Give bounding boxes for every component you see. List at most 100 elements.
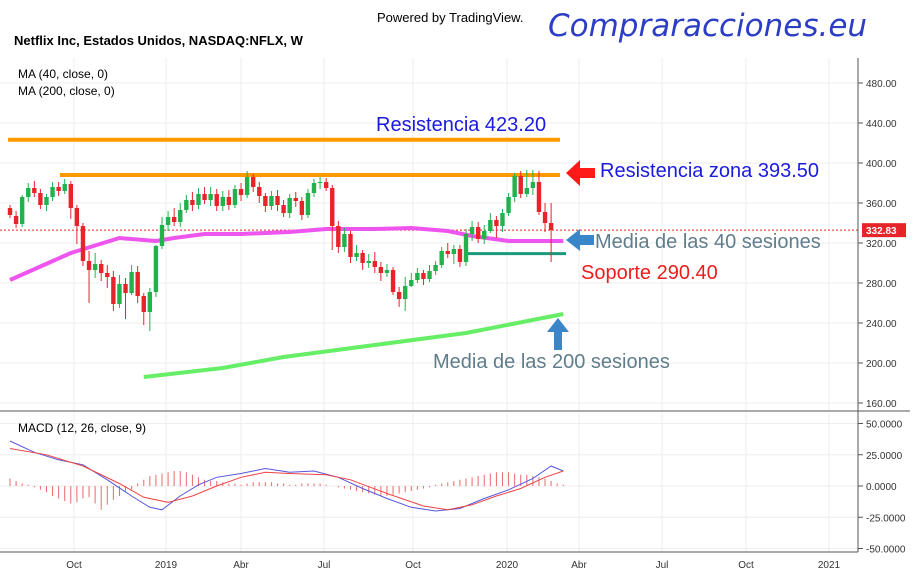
candle-down xyxy=(74,208,80,226)
candle-up xyxy=(50,187,55,197)
candle-up xyxy=(44,197,49,205)
candle-up xyxy=(403,286,408,299)
candle-down xyxy=(141,296,146,312)
candle-down xyxy=(396,292,402,299)
blue-arrow-ma40 xyxy=(566,229,594,251)
candle-up xyxy=(463,234,469,262)
candle-down xyxy=(360,253,365,263)
macd-line xyxy=(9,440,564,512)
candle-down xyxy=(7,208,13,215)
candle-down xyxy=(238,189,244,195)
macd-y-tick-label: 50.0000 xyxy=(866,420,903,431)
axes-layer: 160.00 200.00 240.00 280.00 320.00 360.00 400.… xyxy=(0,58,910,571)
study-label-ma200[interactable]: MA (200, close, 0) xyxy=(18,84,115,98)
candle-down xyxy=(226,197,232,205)
x-tick-label: Abr xyxy=(571,560,587,571)
candle-down xyxy=(275,196,280,205)
candle-down xyxy=(38,193,43,205)
macd-study-label[interactable]: MACD (12, 26, close, 9) xyxy=(18,421,147,435)
last-price-tag xyxy=(862,223,906,238)
candle-up xyxy=(433,265,438,271)
candle-up xyxy=(196,194,201,205)
candle-up xyxy=(244,177,250,195)
candle-down xyxy=(123,284,128,293)
x-tick-label: Oct xyxy=(738,560,754,571)
candle-up xyxy=(409,280,414,286)
candle-up xyxy=(147,292,153,312)
candle-down xyxy=(135,272,140,296)
candle-up xyxy=(451,249,457,254)
candle-up xyxy=(159,225,165,246)
candle-down xyxy=(263,196,268,206)
candle-up xyxy=(117,284,122,304)
macd-y-tick-label: -50.0000 xyxy=(866,545,906,556)
x-tick-label: 2019 xyxy=(155,560,178,571)
candle-up xyxy=(220,197,225,206)
red-arrow-resistance xyxy=(566,160,595,186)
candle-up xyxy=(269,196,274,206)
candle-up xyxy=(317,182,323,183)
candle-up xyxy=(342,234,347,247)
main-y-tick-label: 320.00 xyxy=(866,239,897,250)
candle-down xyxy=(445,251,450,254)
candle-down xyxy=(171,217,177,222)
blue-arrow-ma200 xyxy=(547,318,569,350)
main-y-tick-label: 440.00 xyxy=(866,119,897,130)
candle-up xyxy=(184,200,189,210)
candle-up xyxy=(415,273,420,280)
candle-down xyxy=(548,223,554,230)
candle-up xyxy=(26,188,31,197)
candle-up xyxy=(384,270,390,273)
main-y-tick-label: 200.00 xyxy=(866,359,897,370)
candle-up xyxy=(208,194,213,200)
powered-by-label[interactable]: Powered by TradingView. xyxy=(377,10,524,25)
annotation-ma200: Media de las 200 sesiones xyxy=(433,351,670,373)
study-label-ma40[interactable]: MA (40, close, 0) xyxy=(18,67,109,81)
candle-down xyxy=(13,216,19,224)
annotation-resistance-zone: Resistencia zona 393.50 xyxy=(600,160,820,182)
candle-down xyxy=(475,227,481,239)
chart-title: Netflix Inc, Estados Unidos, NASDAQ:NFLX… xyxy=(14,33,303,48)
candle-down xyxy=(80,226,86,261)
candle-down xyxy=(105,273,110,277)
candle-down xyxy=(293,198,298,201)
macd-pane-grid xyxy=(0,413,858,552)
candle-down xyxy=(348,234,353,257)
brand-watermark: Compraracciones.eu xyxy=(548,8,868,44)
candle-up xyxy=(62,184,67,191)
candle-up xyxy=(287,198,292,213)
candle-up xyxy=(129,272,134,293)
annotation-ma40: Media de las 40 sesiones xyxy=(595,231,821,253)
x-tick-label: 2021 xyxy=(818,560,841,571)
candle-up xyxy=(232,189,238,205)
candle-up xyxy=(366,261,371,263)
candle-down xyxy=(542,212,548,223)
candle-up xyxy=(469,227,475,234)
candle-down xyxy=(68,184,73,208)
candle-down xyxy=(336,226,341,247)
candle-down xyxy=(251,177,256,187)
candle-up xyxy=(427,271,432,279)
candle-up xyxy=(92,264,98,270)
main-y-tick-label: 400.00 xyxy=(866,159,897,170)
candle-down xyxy=(190,200,195,205)
candle-down xyxy=(494,220,499,226)
candle-down xyxy=(99,264,104,273)
main-y-tick-label: 280.00 xyxy=(866,279,897,290)
main-y-tick-label: 240.00 xyxy=(866,319,897,330)
ma40-line xyxy=(9,226,564,282)
x-tick-label: Jul xyxy=(318,560,331,571)
macd-layer xyxy=(9,440,564,512)
candle-down xyxy=(86,261,92,270)
candle-down xyxy=(518,176,523,194)
candle-up xyxy=(524,188,529,194)
main-pane-grid xyxy=(0,58,858,410)
candle-down xyxy=(56,187,61,191)
candle-down xyxy=(111,277,116,304)
candle-down xyxy=(214,194,219,206)
candle-down xyxy=(457,249,463,262)
candle-up xyxy=(305,193,311,215)
candles-layer[interactable] xyxy=(7,170,554,331)
x-tick-label: 2020 xyxy=(496,560,519,571)
